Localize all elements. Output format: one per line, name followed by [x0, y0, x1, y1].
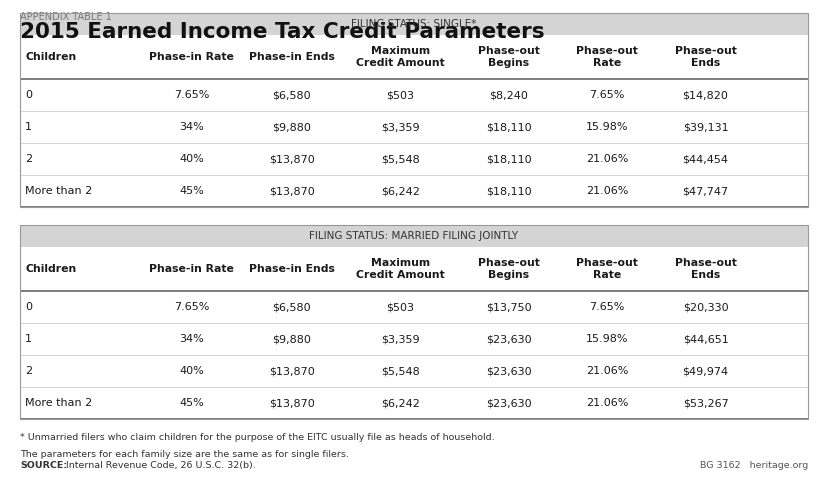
Text: Phase-out
Ends: Phase-out Ends [675, 258, 737, 280]
Text: $8,240: $8,240 [489, 90, 528, 100]
Text: $6,242: $6,242 [381, 186, 420, 196]
Bar [20, 13, 808, 207]
Text: $14,820: $14,820 [682, 90, 728, 100]
Bar [20, 13, 808, 35]
Text: Phase-out
Ends: Phase-out Ends [675, 46, 737, 68]
Text: $49,974: $49,974 [682, 366, 728, 376]
Text: 34%: 34% [179, 334, 204, 344]
Text: $9,880: $9,880 [272, 122, 311, 132]
Text: $44,651: $44,651 [682, 334, 728, 344]
Text: 1: 1 [25, 334, 32, 344]
Bar [20, 143, 808, 175]
Text: 21.06%: 21.06% [586, 154, 629, 164]
Text: Phase-out
Begins: Phase-out Begins [478, 258, 540, 280]
Text: More than 2: More than 2 [25, 398, 92, 408]
Text: 0: 0 [25, 302, 32, 312]
Text: $44,454: $44,454 [682, 154, 728, 164]
Bar [20, 225, 808, 419]
Text: 21.06%: 21.06% [586, 398, 629, 408]
Text: Children: Children [25, 52, 76, 62]
Text: The parameters for each family size are the same as for single filers.: The parameters for each family size are … [20, 450, 349, 459]
Text: $53,267: $53,267 [682, 398, 728, 408]
Text: FILING STATUS: MARRIED FILING JOINTLY: FILING STATUS: MARRIED FILING JOINTLY [309, 231, 519, 241]
Text: $3,359: $3,359 [381, 334, 420, 344]
Text: $13,870: $13,870 [269, 366, 314, 376]
Text: $6,580: $6,580 [272, 302, 311, 312]
Text: 2015 Earned Income Tax Credit Parameters: 2015 Earned Income Tax Credit Parameters [20, 22, 544, 42]
Bar [20, 323, 808, 355]
Text: 40%: 40% [179, 154, 204, 164]
Text: $23,630: $23,630 [486, 334, 531, 344]
Text: BG 3162   heritage.org: BG 3162 heritage.org [700, 461, 808, 470]
Text: $23,630: $23,630 [486, 366, 531, 376]
Text: Phase-in Rate: Phase-in Rate [149, 264, 233, 274]
Text: 45%: 45% [179, 186, 204, 196]
Text: 34%: 34% [179, 122, 204, 132]
Text: $6,580: $6,580 [272, 90, 311, 100]
Text: Phase-in Ends: Phase-in Ends [249, 52, 335, 62]
Text: $3,359: $3,359 [381, 122, 420, 132]
Text: Phase-out
Rate: Phase-out Rate [576, 46, 638, 68]
Text: $503: $503 [386, 302, 414, 312]
Bar [20, 355, 808, 387]
Text: $23,630: $23,630 [486, 398, 531, 408]
Text: 7.65%: 7.65% [589, 90, 625, 100]
Text: 7.65%: 7.65% [174, 302, 209, 312]
Text: $5,548: $5,548 [381, 366, 420, 376]
Text: $39,131: $39,131 [683, 122, 728, 132]
Text: $18,110: $18,110 [486, 122, 531, 132]
Text: $9,880: $9,880 [272, 334, 311, 344]
Text: $13,870: $13,870 [269, 186, 314, 196]
Text: $6,242: $6,242 [381, 398, 420, 408]
Text: 45%: 45% [179, 398, 204, 408]
Text: $18,110: $18,110 [486, 186, 531, 196]
Text: $20,330: $20,330 [683, 302, 728, 312]
Text: 21.06%: 21.06% [586, 366, 629, 376]
Text: 21.06%: 21.06% [586, 186, 629, 196]
Text: $503: $503 [386, 90, 414, 100]
Text: Phase-out
Rate: Phase-out Rate [576, 258, 638, 280]
Bar [20, 79, 808, 111]
Text: $13,870: $13,870 [269, 154, 314, 164]
Text: Maximum
Credit Amount: Maximum Credit Amount [356, 46, 445, 68]
Text: Children: Children [25, 264, 76, 274]
Text: More than 2: More than 2 [25, 186, 92, 196]
Bar [20, 291, 808, 323]
Text: SOURCE:: SOURCE: [20, 461, 67, 470]
Text: $13,750: $13,750 [486, 302, 531, 312]
Text: 7.65%: 7.65% [174, 90, 209, 100]
Text: APPENDIX TABLE 1: APPENDIX TABLE 1 [20, 12, 111, 22]
Text: 40%: 40% [179, 366, 204, 376]
Text: 0: 0 [25, 90, 32, 100]
Bar [20, 111, 808, 143]
Text: $13,870: $13,870 [269, 398, 314, 408]
Text: 1: 1 [25, 122, 32, 132]
Bar [20, 387, 808, 419]
Text: $47,747: $47,747 [682, 186, 728, 196]
Text: 2: 2 [25, 366, 32, 376]
Text: 15.98%: 15.98% [586, 122, 629, 132]
Text: $18,110: $18,110 [486, 154, 531, 164]
Text: $5,548: $5,548 [381, 154, 420, 164]
Text: 2: 2 [25, 154, 32, 164]
Bar [20, 35, 808, 79]
Text: 7.65%: 7.65% [589, 302, 625, 312]
Text: Phase-in Ends: Phase-in Ends [249, 264, 335, 274]
Text: Phase-in Rate: Phase-in Rate [149, 52, 233, 62]
Text: FILING STATUS: SINGLE*: FILING STATUS: SINGLE* [351, 19, 477, 29]
Bar [20, 225, 808, 247]
Bar [20, 175, 808, 207]
Text: Maximum
Credit Amount: Maximum Credit Amount [356, 258, 445, 280]
Bar [20, 247, 808, 291]
Text: 15.98%: 15.98% [586, 334, 629, 344]
Text: Phase-out
Begins: Phase-out Begins [478, 46, 540, 68]
Text: Internal Revenue Code, 26 U.S.C. 32(b).: Internal Revenue Code, 26 U.S.C. 32(b). [63, 461, 256, 470]
Text: * Unmarried filers who claim children for the purpose of the EITC usually file a: * Unmarried filers who claim children fo… [20, 433, 495, 442]
